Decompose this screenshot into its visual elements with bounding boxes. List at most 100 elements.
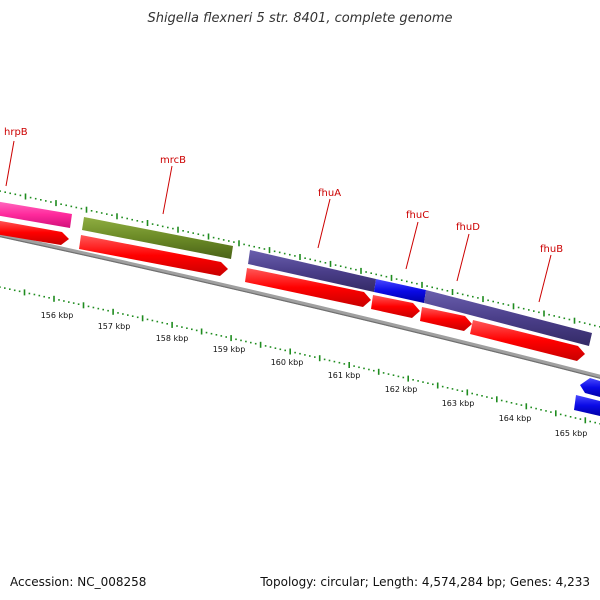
tick-mark [467,294,469,297]
tick-mark [4,191,6,193]
tick-mark [497,301,499,304]
tick-mark [417,380,419,382]
feature-blue-upper[interactable] [580,378,600,397]
tick-mark [278,251,281,254]
tick-mark [156,320,159,323]
kbp-label: 161 kbp [328,371,361,380]
feature-blue-lower[interactable] [574,395,600,416]
tick-mark [309,355,311,357]
gene-hrpB[interactable] [0,201,72,228]
tick-mark [299,254,301,260]
cds-mrcB[interactable] [79,235,228,276]
tick-mark [92,306,95,309]
tick-mark [461,390,464,392]
tick-mark [548,313,550,316]
tick-mark [324,262,327,264]
gene-fhuA[interactable] [248,250,376,292]
tick-mark [395,278,398,280]
tick-mark [540,409,542,411]
tick-mark [97,307,100,310]
kbp-label: 157 kbp [98,322,131,331]
tick-mark [451,388,454,390]
tick-mark [289,348,291,355]
tick-mark [141,315,144,322]
tick-mark [441,385,444,388]
tick-mark [136,220,139,222]
tick-mark [589,323,591,326]
tick-mark [9,288,11,290]
tick-mark [181,326,183,328]
tick-mark [339,265,342,267]
accession-text: Accession: NC_008258 [10,575,146,589]
tick-mark [38,294,41,297]
tick-mark [492,300,494,303]
tick-mark [202,234,205,237]
tick-mark [122,313,124,315]
tick-mark [482,296,484,303]
gene-mrcB[interactable] [82,217,233,259]
tick-mark [90,210,93,212]
tick-mark [400,279,403,281]
tick-mark [212,236,215,239]
tick-mark [573,317,576,324]
tick-mark [377,368,380,375]
tick-mark [451,289,454,295]
tick-mark [82,302,85,309]
tick-mark [589,420,591,423]
gene-fhuC[interactable] [374,279,426,303]
tick-mark [500,399,503,402]
tick-mark [334,264,337,266]
tick-mark [222,239,225,241]
tick-mark [543,310,545,317]
tick-mark [319,260,322,263]
backbone-line [0,233,600,379]
tick-mark [254,342,257,345]
tick-mark [314,259,316,262]
tick-mark [220,335,223,337]
tick-mark [446,387,449,389]
tick-mark [353,365,355,367]
tick-mark [33,293,36,296]
tick-mark [250,341,252,344]
tick-mark [553,315,555,317]
tick-mark [279,348,282,351]
tick-mark [289,253,291,256]
tick-row-lower [0,286,600,425]
tick-mark [375,273,377,276]
tick-mark [205,331,208,334]
tick-mark [446,290,449,292]
gene-fhuD-fhuB[interactable] [424,290,592,346]
tick-mark [568,318,571,321]
tick-mark [55,200,57,207]
tick-mark [50,201,52,203]
tick-mark [530,406,532,409]
cds-fhuA[interactable] [245,268,371,307]
cds-fhuB[interactable] [470,320,585,361]
tick-mark [510,402,513,404]
tick-mark [538,311,540,314]
tick-mark [426,285,428,287]
tick-mark [360,267,362,274]
tick-mark [368,368,370,371]
tick-mark [432,383,434,386]
tick-mark [533,310,535,312]
tick-mark [550,411,552,413]
tick-mark [85,206,88,213]
tick-mark [161,225,164,228]
tick-mark [268,247,271,254]
tick-mark [245,340,247,343]
tick-mark [23,289,26,296]
tick-mark [441,288,444,291]
tick-mark [43,295,45,298]
tick-mark [258,247,261,249]
cds-fhuD[interactable] [420,307,472,331]
cds-hrpB[interactable] [0,220,69,245]
tick-mark [112,308,114,315]
tick-mark [579,418,582,420]
tick-mark [329,260,332,267]
tick-mark [146,220,149,226]
tick-mark [343,363,346,365]
kbp-label: 159 kbp [213,345,246,354]
cds-fhuC[interactable] [371,295,420,318]
tick-mark [235,338,237,341]
